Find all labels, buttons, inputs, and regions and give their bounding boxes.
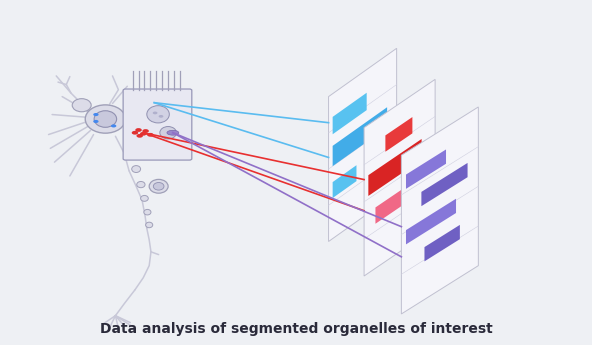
Ellipse shape bbox=[160, 127, 176, 139]
Text: Data analysis of segmented organelles of interest: Data analysis of segmented organelles of… bbox=[99, 323, 493, 336]
Polygon shape bbox=[375, 182, 413, 224]
Circle shape bbox=[94, 120, 98, 123]
Ellipse shape bbox=[141, 195, 149, 201]
Ellipse shape bbox=[72, 99, 91, 112]
Polygon shape bbox=[333, 93, 366, 134]
Polygon shape bbox=[401, 107, 478, 314]
FancyBboxPatch shape bbox=[123, 89, 192, 160]
Ellipse shape bbox=[149, 179, 168, 193]
Circle shape bbox=[153, 111, 157, 114]
Polygon shape bbox=[385, 117, 413, 152]
Polygon shape bbox=[329, 48, 397, 242]
Polygon shape bbox=[406, 199, 456, 244]
Polygon shape bbox=[333, 165, 356, 198]
Polygon shape bbox=[424, 225, 460, 262]
Polygon shape bbox=[368, 139, 422, 196]
Ellipse shape bbox=[85, 105, 126, 133]
Polygon shape bbox=[333, 107, 387, 166]
Ellipse shape bbox=[137, 181, 145, 188]
Ellipse shape bbox=[167, 130, 179, 135]
Circle shape bbox=[136, 134, 143, 138]
Ellipse shape bbox=[144, 209, 151, 215]
Ellipse shape bbox=[153, 183, 164, 190]
Circle shape bbox=[131, 131, 139, 135]
Circle shape bbox=[140, 132, 147, 136]
Circle shape bbox=[135, 128, 142, 132]
Ellipse shape bbox=[94, 111, 117, 127]
Ellipse shape bbox=[147, 106, 169, 123]
Circle shape bbox=[147, 133, 154, 137]
Circle shape bbox=[143, 129, 149, 133]
Polygon shape bbox=[406, 149, 446, 189]
Circle shape bbox=[94, 113, 98, 116]
Ellipse shape bbox=[131, 166, 141, 172]
Circle shape bbox=[111, 124, 116, 127]
Polygon shape bbox=[364, 79, 435, 276]
Circle shape bbox=[159, 115, 163, 118]
Ellipse shape bbox=[146, 222, 153, 228]
Polygon shape bbox=[422, 163, 468, 206]
